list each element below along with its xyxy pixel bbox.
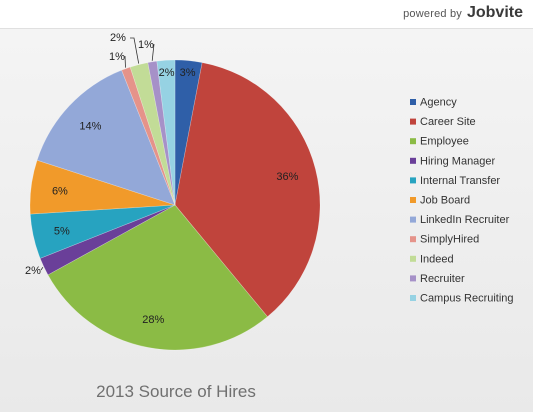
legend-swatch-hiring-manager: [410, 157, 416, 164]
legend-swatch-career-site: [410, 118, 416, 125]
data-label-linkedin-recruiter: 14%: [79, 121, 101, 133]
legend-label-employee: Employee: [420, 136, 469, 148]
data-label-recruiter: 1%: [138, 39, 154, 51]
brand-prefix: powered by: [403, 8, 462, 20]
leader-line-simplyhired: [124, 55, 126, 68]
legend-label-agency: Agency: [420, 97, 457, 109]
data-label-career-site: 36%: [276, 171, 298, 183]
legend-label-internal-transfer: Internal Transfer: [420, 175, 500, 187]
legend-swatch-simplyhired: [410, 236, 416, 243]
data-label-campus-recruiting: 2%: [159, 67, 175, 79]
data-labels: 3% 36% 28% 2% 5% 6% 14% 1% 2% 1% 2%: [25, 32, 299, 326]
pie-slice-simplyhired: [121, 66, 176, 206]
pie-slice-recruiter: [147, 60, 176, 206]
leader-line-hiring-manager: [40, 266, 44, 271]
pie-slices: [29, 59, 321, 351]
legend-label-indeed: Indeed: [420, 253, 454, 265]
brand-mark: powered by Jobvite: [403, 4, 523, 24]
legend-label-hiring-manager: Hiring Manager: [420, 155, 496, 167]
legend-label-career-site: Career Site: [420, 116, 476, 128]
legend-label-linkedin-recruiter: LinkedIn Recruiter: [420, 214, 510, 226]
legend-swatch-recruiter: [410, 275, 416, 282]
legend-swatch-internal-transfer: [410, 177, 416, 184]
data-label-internal-transfer: 5%: [54, 225, 70, 237]
data-label-simplyhired: 1%: [109, 51, 125, 63]
leader-lines: [40, 37, 155, 271]
pie-slice-campus-recruiting: [156, 59, 176, 206]
legend: Agency Career Site Employee Hiring Manager I…: [410, 97, 514, 305]
data-label-indeed: 2%: [110, 32, 126, 44]
pie-slice-job-board: [29, 159, 176, 215]
data-label-agency: 3%: [180, 67, 196, 79]
pie-slice-indeed: [129, 62, 176, 206]
pie-slice-agency: [174, 59, 203, 206]
pie-slice-employee: [47, 204, 268, 351]
legend-swatch-indeed: [410, 255, 416, 262]
pie-slice-career-site: [174, 62, 321, 318]
legend-swatch-linkedin-recruiter: [410, 216, 416, 223]
legend-swatch-campus-recruiting: [410, 295, 416, 301]
legend-label-job-board: Job Board: [420, 195, 470, 207]
pie-slice-linkedin-recruiter: [36, 69, 176, 206]
jobvite-logo: Jobvite: [466, 4, 523, 21]
legend-swatch-job-board: [410, 197, 416, 203]
leader-line-recruiter: [151, 43, 155, 61]
legend-swatch-agency: [410, 99, 416, 105]
legend-label-recruiter: Recruiter: [420, 273, 465, 285]
legend-label-campus-recruiting: Campus Recruiting: [420, 293, 514, 305]
pie-slice-hiring-manager: [39, 204, 176, 276]
leader-line-indeed: [130, 37, 140, 64]
legend-swatch-employee: [410, 138, 416, 145]
legend-label-simplyhired: SimplyHired: [420, 234, 479, 246]
chart-title: 2013 Source of Hires: [96, 382, 256, 401]
data-label-job-board: 6%: [52, 186, 68, 198]
data-label-hiring-manager: 2%: [25, 265, 41, 277]
data-label-employee: 28%: [142, 314, 164, 326]
pie-slice-internal-transfer: [29, 204, 176, 259]
